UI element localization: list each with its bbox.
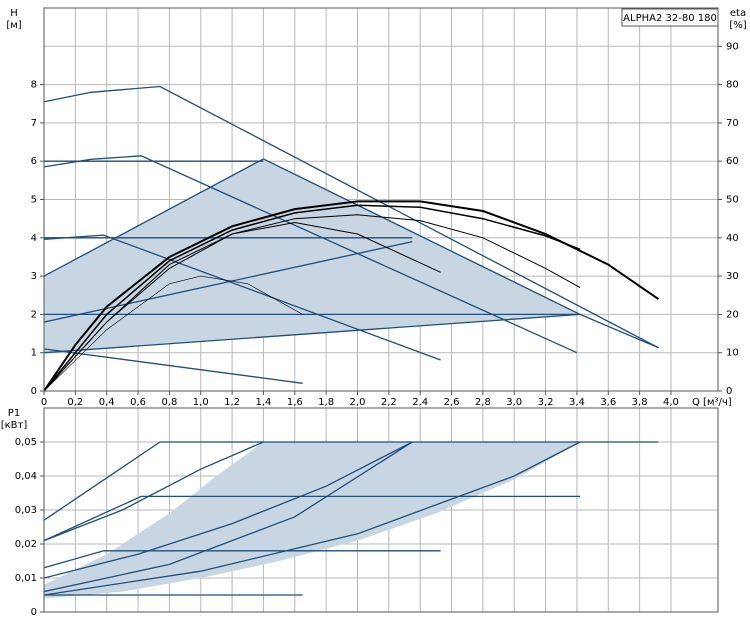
performance-curve xyxy=(44,441,413,579)
x-tick-label: 0,8 xyxy=(161,397,177,408)
x-tick-label: 1,6 xyxy=(287,397,303,408)
y2-tick-label: 0 xyxy=(726,386,732,397)
y2-tick-label: 90 xyxy=(726,41,739,52)
x-tick-label: 2,0 xyxy=(350,397,366,408)
y-tick-label: 0 xyxy=(31,386,37,397)
operating-area xyxy=(44,442,581,599)
operating-area xyxy=(44,158,581,353)
performance-curve xyxy=(44,441,264,542)
efficiency-curve xyxy=(44,214,581,391)
y2-tick-label: 70 xyxy=(726,118,739,129)
y-tick-label: 3 xyxy=(31,271,37,282)
y-tick-label: 1 xyxy=(31,348,37,359)
efficiency-curve xyxy=(44,200,659,391)
y-tick-label: 0,02 xyxy=(15,539,37,550)
x-tick-label: 3,0 xyxy=(506,397,522,408)
performance-curve xyxy=(44,348,303,384)
performance-curve xyxy=(44,85,659,349)
y-tick-label: 2 xyxy=(31,309,37,320)
x-tick-label: 3,8 xyxy=(632,397,648,408)
y-tick-label: 5 xyxy=(31,195,37,206)
y2-tick-label: 10 xyxy=(726,348,739,359)
x-tick-label: 2,2 xyxy=(381,397,397,408)
y-tick-label: 0,01 xyxy=(15,573,37,584)
chart-title: ALPHA2 32-80 180 xyxy=(623,13,717,24)
y-tick-label: 0,05 xyxy=(15,437,37,448)
x-tick-label: 3,2 xyxy=(538,397,554,408)
x-tick-label: 2,4 xyxy=(412,397,428,408)
performance-curve xyxy=(44,441,659,521)
efficiency-curve xyxy=(44,275,303,391)
performance-curve xyxy=(44,495,581,542)
x-tick-label: 4,0 xyxy=(663,397,679,408)
x-tick-label: 2,8 xyxy=(475,397,491,408)
y2-tick-label: 30 xyxy=(726,271,739,282)
x-tick-label: 3,6 xyxy=(600,397,616,408)
efficiency-curve xyxy=(44,221,441,391)
y2-tick-label: 40 xyxy=(726,233,739,244)
x-tick-label: 1,0 xyxy=(193,397,209,408)
y2-axis-label: [%] xyxy=(729,20,746,31)
performance-curve xyxy=(44,158,264,277)
performance-curve xyxy=(44,550,441,569)
x-tick-label: 0,2 xyxy=(67,397,83,408)
x-tick-label: 0,4 xyxy=(99,397,115,408)
x-tick-label: 0 xyxy=(41,397,47,408)
performance-curve xyxy=(44,441,581,596)
y-axis-label: H xyxy=(10,8,18,19)
x-tick-label: 1,8 xyxy=(318,397,334,408)
y2-tick-label: 50 xyxy=(726,195,739,206)
performance-curve xyxy=(44,313,581,354)
performance-curve xyxy=(44,441,413,593)
y2-tick-label: 20 xyxy=(726,309,739,320)
x-tick-label: 1,2 xyxy=(224,397,240,408)
x-tick-label: 1,4 xyxy=(255,397,271,408)
series-group xyxy=(44,85,659,391)
y-axis-label: P1 xyxy=(8,408,20,419)
y-tick-label: 0,03 xyxy=(15,505,37,516)
y-tick-label: 4 xyxy=(31,233,37,244)
efficiency-curve xyxy=(44,204,581,391)
x-tick-label: 2,6 xyxy=(444,397,460,408)
y-axis-label: [кВт] xyxy=(1,420,28,431)
x-tick-label: 0,6 xyxy=(130,397,146,408)
y2-tick-label: 80 xyxy=(726,80,739,91)
y-tick-label: 7 xyxy=(31,118,37,129)
y-tick-label: 0 xyxy=(31,607,37,618)
y-tick-label: 8 xyxy=(31,80,37,91)
y-tick-label: 6 xyxy=(31,156,37,167)
y-tick-label: 0,04 xyxy=(15,471,37,482)
performance-curve xyxy=(44,155,578,354)
title-box xyxy=(621,8,719,27)
y2-axis-label: eta xyxy=(730,8,746,19)
y-axis-label: [м] xyxy=(6,20,21,31)
y2-tick-label: 60 xyxy=(726,156,739,167)
series-group xyxy=(44,441,659,599)
x-tick-label: 3,4 xyxy=(569,397,585,408)
x-axis-label: Q [м³/ч] xyxy=(692,397,732,408)
performance-curve xyxy=(263,158,659,349)
